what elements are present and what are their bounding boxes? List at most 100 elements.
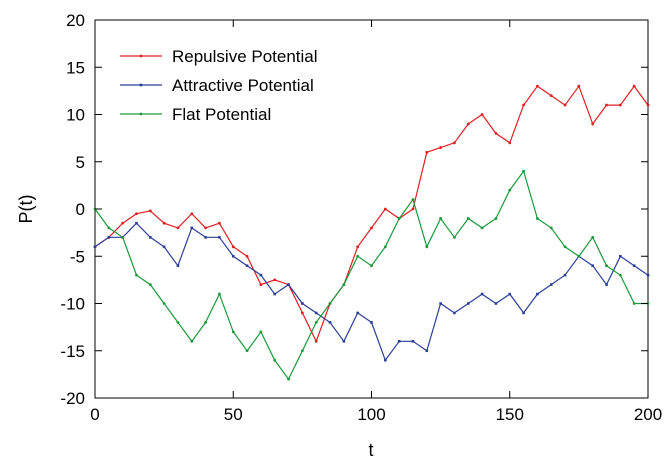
- data-point: [328, 302, 332, 305]
- data-point: [162, 221, 166, 225]
- data-point: [508, 188, 512, 192]
- data-point: [273, 292, 277, 296]
- data-point: [425, 349, 429, 353]
- data-point: [176, 226, 180, 230]
- data-point: [204, 236, 207, 239]
- legend: Repulsive Potential Attractive Potential F…: [120, 47, 318, 124]
- data-point: [314, 321, 318, 324]
- legend-marker: [139, 83, 143, 87]
- data-point: [522, 311, 525, 315]
- data-point: [466, 122, 470, 126]
- data-point: [300, 311, 304, 315]
- data-point: [204, 226, 208, 230]
- data-point: [218, 221, 221, 225]
- data-point: [342, 283, 346, 286]
- y-tick-label: 20: [66, 11, 85, 30]
- data-point: [342, 340, 346, 343]
- data-point: [536, 217, 539, 220]
- series-line: [94, 222, 649, 362]
- data-point: [466, 302, 470, 305]
- data-point: [356, 245, 360, 249]
- series-line: [94, 84, 649, 343]
- data-point: [287, 283, 290, 286]
- data-point: [397, 340, 401, 343]
- data-point: [466, 217, 470, 220]
- series-layer: [93, 84, 650, 381]
- data-point: [190, 212, 194, 216]
- data-point: [370, 226, 373, 230]
- series-attractive-potential: [93, 221, 650, 362]
- data-point: [149, 236, 152, 239]
- data-point: [356, 254, 360, 258]
- data-point: [273, 358, 277, 362]
- data-point: [356, 311, 359, 315]
- data-point: [314, 311, 318, 315]
- data-point: [480, 292, 484, 296]
- data-point: [425, 150, 429, 154]
- data-point: [411, 198, 415, 201]
- y-tick-label: 15: [66, 58, 85, 77]
- data-point: [93, 245, 97, 249]
- data-point: [563, 273, 567, 277]
- data-point: [314, 339, 318, 343]
- data-point: [121, 221, 125, 225]
- data-point: [646, 103, 650, 107]
- y-tick-label: 10: [66, 106, 85, 125]
- data-point: [162, 302, 166, 305]
- data-point: [300, 349, 304, 353]
- data-point: [384, 358, 387, 362]
- data-point: [549, 283, 553, 286]
- data-point: [231, 330, 235, 334]
- data-point: [591, 264, 594, 267]
- data-point: [176, 321, 180, 324]
- data-point: [632, 302, 636, 305]
- data-point: [162, 245, 166, 249]
- data-point: [439, 146, 443, 149]
- data-point: [245, 349, 249, 353]
- data-point: [301, 302, 304, 305]
- data-point: [287, 377, 290, 381]
- data-point: [383, 207, 387, 211]
- y-tick-label: -15: [60, 342, 85, 361]
- data-point: [480, 113, 484, 116]
- y-tick-label: 5: [76, 153, 85, 172]
- data-point: [204, 321, 208, 324]
- y-axis-label: P(t): [16, 195, 36, 224]
- data-point: [245, 254, 249, 258]
- data-point: [135, 212, 138, 216]
- data-point: [383, 245, 387, 249]
- series-flat-potential: [93, 169, 650, 381]
- data-point: [591, 122, 595, 126]
- data-point: [563, 245, 567, 249]
- data-point: [605, 103, 608, 107]
- data-point: [411, 207, 415, 211]
- x-tick-label: 50: [224, 405, 243, 424]
- data-point: [508, 141, 512, 145]
- data-point: [453, 141, 456, 145]
- legend-marker: [139, 112, 143, 116]
- data-point: [480, 226, 484, 230]
- ticks-layer: 0 50 100 150 200 -20 -15 -10 -5 0 5 10 15 20: [60, 11, 662, 424]
- data-point: [522, 169, 525, 173]
- y-tick-label: -20: [60, 389, 85, 408]
- y-tick-label: 0: [76, 200, 85, 219]
- data-point: [632, 264, 636, 267]
- data-point: [121, 235, 125, 239]
- data-point: [494, 302, 498, 305]
- x-tick-label: 100: [357, 405, 385, 424]
- data-point: [619, 254, 622, 258]
- data-point: [411, 340, 415, 343]
- data-point: [605, 283, 608, 286]
- data-point: [453, 235, 456, 239]
- data-point: [135, 221, 138, 225]
- data-point: [618, 103, 622, 107]
- x-tick-label: 200: [634, 405, 662, 424]
- data-point: [453, 311, 456, 315]
- data-point: [536, 84, 539, 88]
- data-point: [148, 283, 152, 286]
- data-point: [328, 321, 332, 324]
- data-point: [618, 273, 622, 277]
- data-point: [245, 264, 249, 267]
- data-point: [549, 226, 553, 230]
